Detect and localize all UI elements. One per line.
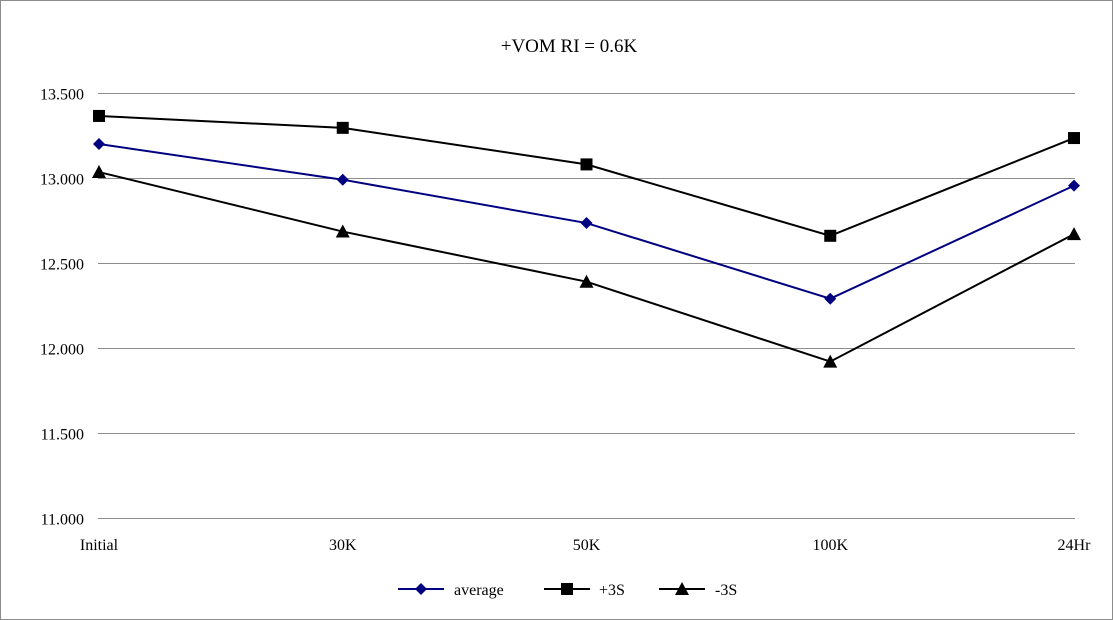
data-point-average bbox=[1068, 179, 1080, 192]
data-point-minus3s bbox=[1067, 227, 1081, 241]
x-tick-label: Initial bbox=[80, 537, 119, 554]
y-tick-label: 11.500 bbox=[41, 427, 84, 444]
data-point-plus3s bbox=[580, 158, 593, 171]
series-average bbox=[93, 138, 1080, 305]
data-point-plus3s bbox=[824, 229, 837, 242]
legend-marker bbox=[675, 582, 689, 595]
data-point-plus3s bbox=[1068, 132, 1080, 145]
data-point-minus3s bbox=[92, 165, 106, 179]
series-plus3s bbox=[93, 109, 1080, 242]
data-point-average bbox=[824, 292, 837, 305]
x-tick-label: 50K bbox=[573, 537, 601, 554]
y-tick-label: 13.000 bbox=[40, 172, 84, 189]
y-tick-label: 13.500 bbox=[40, 87, 84, 104]
legend-item-average: average bbox=[398, 582, 504, 599]
series-minus3s bbox=[92, 165, 1081, 368]
legend-marker bbox=[561, 583, 573, 595]
data-point-average bbox=[336, 173, 349, 186]
data-point-minus3s bbox=[579, 274, 594, 288]
y-tick-label: 12.000 bbox=[40, 342, 84, 359]
legend: average +3S -3S bbox=[398, 582, 737, 599]
data-point-average bbox=[580, 217, 593, 230]
legend-label: -3S bbox=[715, 582, 737, 599]
series-line-minus3s bbox=[98, 171, 1075, 363]
legend-item-plus3s: +3S bbox=[544, 582, 625, 599]
axes: 11.000 11.500 12.000 12.500 13.000 13.500 Init… bbox=[40, 87, 1091, 555]
y-tick-label: 12.500 bbox=[40, 257, 84, 274]
x-tick-label: 100K bbox=[812, 537, 848, 554]
gridlines bbox=[98, 93, 1075, 434]
legend-label: +3S bbox=[599, 582, 625, 599]
x-tick-label: 24Hr bbox=[1058, 537, 1092, 554]
chart-title: +VOM RI = 0.6K bbox=[501, 36, 638, 57]
x-tick-label: 30K bbox=[329, 537, 357, 554]
data-point-minus3s bbox=[823, 354, 838, 368]
data-point-average bbox=[93, 138, 105, 150]
data-point-plus3s bbox=[336, 121, 349, 134]
legend-item-minus3s: -3S bbox=[659, 582, 737, 599]
legend-marker bbox=[415, 583, 427, 595]
series-lines bbox=[92, 109, 1081, 368]
data-point-plus3s bbox=[93, 109, 105, 122]
y-tick-label: 11.000 bbox=[41, 512, 84, 529]
legend-label: average bbox=[454, 582, 504, 599]
data-point-minus3s bbox=[335, 224, 350, 238]
